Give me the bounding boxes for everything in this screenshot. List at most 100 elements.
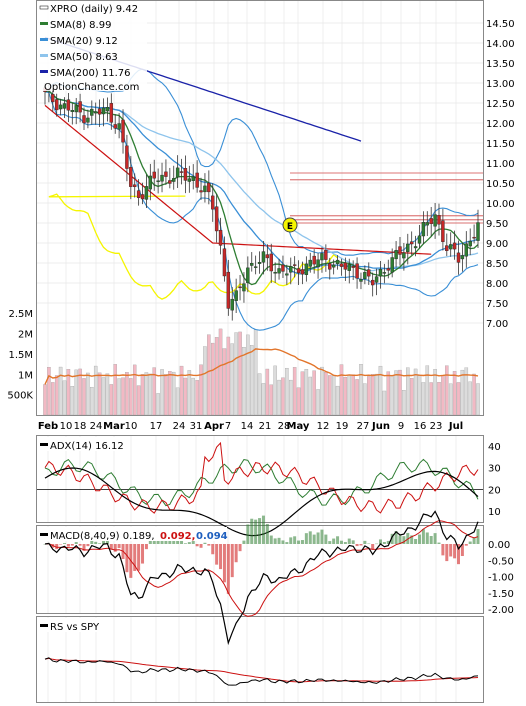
macd-signal-line bbox=[44, 520, 479, 617]
volume-bar bbox=[448, 383, 453, 416]
volume-bar bbox=[54, 375, 59, 416]
adx-legend: ADX(14) 16.12 bbox=[37, 437, 124, 452]
legend-swatch-sma20 bbox=[40, 38, 48, 41]
macd-histogram-bar bbox=[339, 540, 343, 544]
volume-bar bbox=[331, 375, 336, 416]
candle-body bbox=[261, 251, 266, 263]
candle bbox=[133, 173, 137, 198]
candle-body bbox=[222, 248, 227, 277]
x-tick-label: 12 bbox=[317, 421, 330, 432]
volume-bar bbox=[152, 367, 156, 416]
macd-histogram-bar bbox=[464, 544, 468, 546]
volume-bar bbox=[125, 372, 129, 416]
macd-histogram-bar bbox=[328, 541, 332, 544]
x-tick-label: 24 bbox=[90, 421, 103, 432]
candle bbox=[265, 244, 270, 271]
candle bbox=[195, 160, 199, 193]
price-tick-label: 8.00 bbox=[486, 279, 508, 290]
candle bbox=[58, 98, 63, 116]
candle-body bbox=[351, 266, 355, 268]
adx-legend-text: ADX(14) 16.12 bbox=[50, 441, 124, 452]
volume-bar bbox=[51, 382, 55, 416]
macd-histogram-bar bbox=[82, 544, 86, 551]
volume-bar bbox=[210, 342, 215, 416]
volume-bar bbox=[101, 377, 106, 416]
candle bbox=[363, 265, 367, 285]
envelope-line bbox=[48, 193, 338, 300]
volume-bar bbox=[335, 385, 340, 416]
candle-body bbox=[211, 195, 215, 210]
volume-bar bbox=[187, 370, 192, 416]
volume-bar bbox=[214, 337, 219, 416]
volume-bar bbox=[242, 347, 246, 416]
candle bbox=[406, 233, 410, 265]
candle-body bbox=[156, 180, 160, 182]
volume-bar bbox=[160, 369, 164, 416]
candle bbox=[409, 231, 414, 256]
candle bbox=[351, 260, 355, 280]
volume-bar bbox=[203, 346, 207, 416]
volume-bar bbox=[417, 375, 422, 416]
macd-histogram-bar bbox=[371, 544, 375, 550]
candle bbox=[94, 102, 98, 125]
volume-bar bbox=[316, 389, 320, 416]
candle bbox=[398, 237, 402, 266]
macd-line bbox=[44, 510, 479, 646]
candle-body bbox=[203, 185, 207, 193]
candle bbox=[187, 165, 192, 193]
candle bbox=[86, 109, 90, 129]
candle bbox=[183, 155, 188, 194]
macd-histogram-bar bbox=[308, 531, 312, 544]
candle bbox=[203, 173, 207, 203]
candle-body bbox=[195, 172, 199, 188]
candle bbox=[472, 224, 476, 244]
candle-body bbox=[179, 171, 184, 173]
legend-swatch-price bbox=[39, 5, 49, 10]
macd-histogram-bar bbox=[242, 540, 246, 544]
candle-body bbox=[242, 283, 246, 292]
price-tick-label: 10.00 bbox=[486, 199, 515, 210]
candle bbox=[433, 203, 437, 239]
macd-legend-hist: 0.094 bbox=[196, 531, 228, 542]
candle bbox=[296, 260, 301, 285]
volume-bar bbox=[296, 387, 301, 416]
macd-histogram-bar bbox=[347, 538, 351, 544]
candle bbox=[281, 255, 285, 279]
candle-body bbox=[230, 298, 234, 311]
candle-body bbox=[253, 266, 258, 268]
earnings-marker: E bbox=[282, 217, 298, 233]
candle bbox=[277, 258, 281, 280]
candle bbox=[66, 92, 71, 123]
volume-bar bbox=[86, 372, 90, 416]
candle bbox=[441, 208, 445, 251]
volume-bar bbox=[460, 369, 465, 416]
volume-bar bbox=[425, 365, 430, 416]
candle-body bbox=[464, 243, 468, 257]
macd-histogram-bar bbox=[78, 544, 82, 546]
volume-bar bbox=[148, 373, 153, 416]
macd-histogram-bar bbox=[324, 534, 328, 544]
macd-histogram-bar bbox=[476, 529, 480, 544]
macd-histogram-bar bbox=[211, 544, 215, 555]
legend-sma20: SMA(20) 9.12 bbox=[50, 36, 118, 47]
macd-histogram-bar bbox=[148, 538, 152, 544]
candle-body bbox=[331, 264, 336, 268]
candle-body bbox=[359, 278, 363, 282]
candle-body bbox=[265, 254, 270, 259]
macd-histogram-bar bbox=[351, 540, 355, 544]
candle-body bbox=[386, 268, 390, 271]
macd-legend-text: MACD(8,40,9) 0.189, bbox=[50, 531, 155, 542]
candle bbox=[292, 256, 297, 278]
candle bbox=[230, 287, 234, 321]
volume-bar bbox=[218, 328, 223, 416]
candle bbox=[308, 252, 312, 273]
macd-histogram-bar bbox=[312, 534, 316, 544]
candle bbox=[421, 211, 426, 245]
candle bbox=[78, 93, 82, 123]
candle bbox=[339, 258, 344, 276]
candle-body bbox=[109, 103, 114, 123]
macd-histogram-bar bbox=[94, 541, 98, 544]
candle bbox=[285, 264, 289, 285]
macd-legend-signal: 0.092, bbox=[160, 531, 195, 542]
macd-histogram-bar bbox=[144, 544, 148, 550]
